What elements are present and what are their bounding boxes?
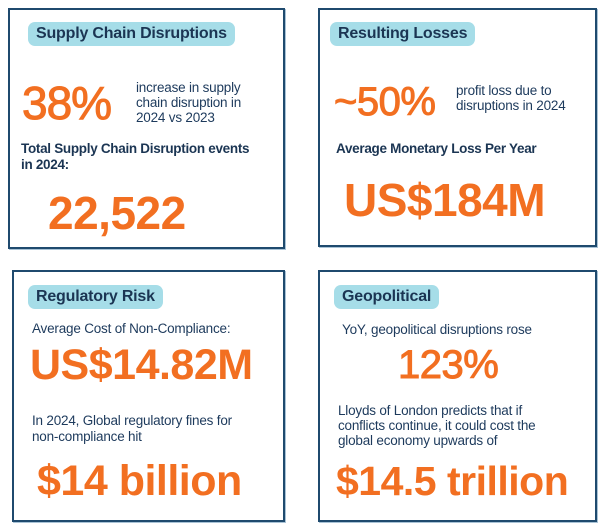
stat-increase-desc-line3: 2024 vs 2023 [136,110,215,125]
card-resulting-losses: Resulting Losses ~50% profit loss due to… [318,8,597,247]
stat-global-fines: $14 billion [37,457,242,505]
card-title-pill: Geopolitical [334,285,440,309]
lloyds-desc-line3: global economy upwards of [338,433,498,448]
stat-increase-desc-line1: increase in supply [136,80,241,95]
stat-avg-monetary-loss: US$184M [344,174,546,226]
stat-increase-desc-line2: chain disruption in [136,95,242,110]
stat-profit-loss-desc-line1: profit loss due to [456,83,552,98]
noncompliance-cost-label: Average Cost of Non-Compliance: [32,321,231,336]
stat-noncompliance-cost: US$14.82M [30,341,253,389]
stat-profit-loss-desc-line2: disruptions in 2024 [456,98,566,113]
fines-desc-line1: In 2024, Global regulatory fines for [32,413,232,428]
avg-loss-heading: Average Monetary Loss Per Year [336,141,537,156]
card-supply-chain-disruptions: Supply Chain Disruptions 38% increase in… [8,8,285,249]
stat-geopolitical-rise: 123% [397,343,499,388]
events-heading-line1: Total Supply Chain Disruption events [21,141,250,156]
card-geopolitical: Geopolitical YoY, geopolitical disruptio… [318,270,597,522]
card-title-pill: Regulatory Risk [28,285,163,309]
card-title-pill: Supply Chain Disruptions [28,22,235,46]
lloyds-desc-line2: conflicts continue, it could cost the [338,418,536,433]
geopolitical-rise-label: YoY, geopolitical disruptions rose [342,322,532,337]
card-title-pill: Resulting Losses [330,22,476,46]
events-heading-line2: in 2024: [21,157,69,172]
stat-increase-percent: 38% [21,77,112,130]
stat-global-economy-cost: $14.5 trillion [336,458,569,504]
card-regulatory-risk: Regulatory Risk Average Cost of Non-Comp… [12,270,285,522]
fines-desc-line2: non-compliance hit [32,429,142,444]
stat-profit-loss-percent: ~50% [333,80,436,125]
lloyds-desc-line1: Lloyds of London predicts that if [338,403,523,418]
stat-events-count: 22,522 [48,187,186,239]
